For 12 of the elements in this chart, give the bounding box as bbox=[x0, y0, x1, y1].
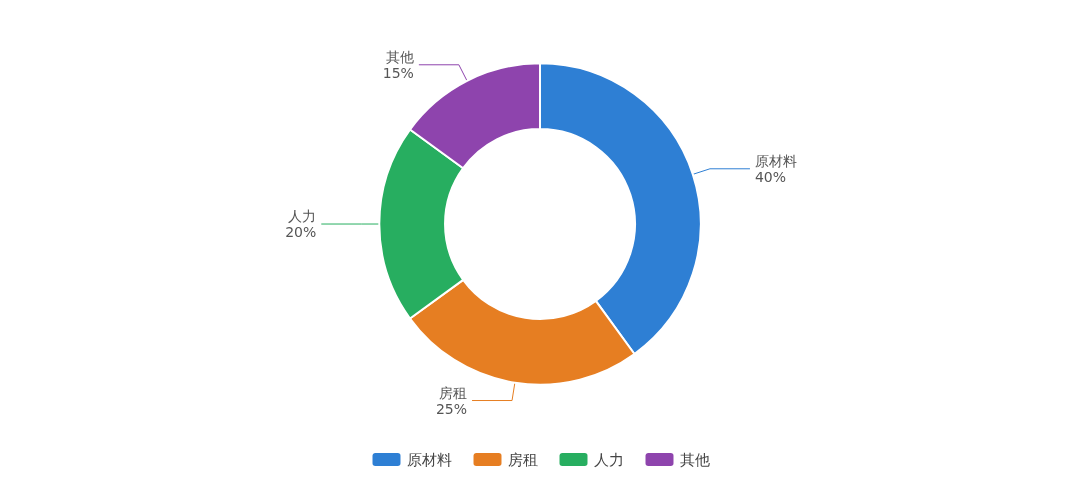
legend-label: 房租 bbox=[507, 450, 538, 469]
slice-label: 原材料 bbox=[754, 152, 797, 169]
slice-label: 房租 bbox=[439, 384, 468, 401]
data-label: 40% bbox=[754, 168, 787, 185]
slice-label: 其他 bbox=[385, 48, 414, 65]
legend-label: 原材料 bbox=[406, 450, 452, 469]
data-label: 15% bbox=[382, 64, 414, 81]
data-label: 25% bbox=[435, 400, 468, 417]
legend-label: 其他 bbox=[679, 450, 710, 469]
data-label: 20% bbox=[285, 224, 317, 241]
slice-label: 人力 bbox=[288, 208, 317, 225]
legend-label: 人力 bbox=[593, 450, 624, 469]
